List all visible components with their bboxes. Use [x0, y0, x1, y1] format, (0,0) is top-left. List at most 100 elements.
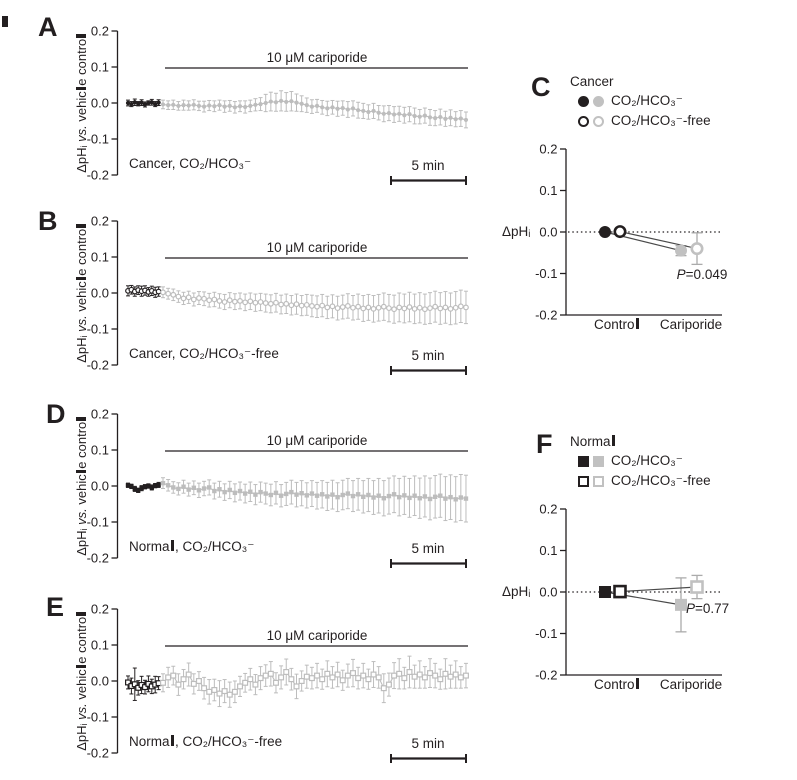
- data-marker: [170, 672, 177, 679]
- data-marker: [165, 674, 172, 681]
- data-marker: [690, 580, 704, 594]
- data-marker: [452, 671, 459, 678]
- data-marker: [463, 496, 469, 501]
- data-marker: [262, 672, 269, 679]
- data-marker: [221, 299, 228, 305]
- y-tick-label: 0.2: [91, 24, 109, 39]
- data-marker: [190, 680, 197, 687]
- data-marker: [391, 672, 398, 679]
- panel-label-b: B: [38, 206, 58, 236]
- data-marker: [242, 679, 249, 686]
- data-marker: [207, 485, 212, 490]
- data-marker: [432, 303, 439, 310]
- data-marker: [221, 688, 228, 695]
- data-marker: [344, 303, 351, 309]
- y-tick-label: -0.1: [87, 322, 109, 337]
- data-marker: [402, 113, 407, 118]
- data-marker: [407, 112, 412, 117]
- data-marker: [340, 105, 345, 111]
- data-marker: [411, 673, 418, 680]
- y-tick-label: 0.0: [539, 225, 557, 240]
- panel-e: ΔpHᵢ vs. vehice contro 10 μM cariporide …: [30, 588, 496, 780]
- y-tick-label: 0.1: [539, 183, 557, 198]
- legend-row-co2: CO₂/HCO₃⁻: [578, 93, 683, 109]
- data-marker: [267, 300, 274, 307]
- data-marker: [345, 107, 350, 112]
- data-marker: [349, 670, 356, 677]
- data-marker: [406, 304, 413, 310]
- data-marker: [433, 116, 438, 121]
- y-tick-label: 0.0: [91, 96, 109, 111]
- data-marker: [308, 675, 315, 682]
- data-marker: [401, 675, 408, 682]
- y-tick-label: 0.2: [91, 407, 109, 422]
- data-marker: [458, 495, 464, 500]
- data-marker: [186, 487, 191, 492]
- y-tick-label: 0.0: [91, 674, 109, 689]
- data-marker: [294, 492, 299, 497]
- data-marker: [227, 103, 232, 108]
- data-marker: [170, 291, 177, 298]
- data-marker: [324, 304, 331, 311]
- data-marker: [330, 105, 335, 110]
- data-marker: [258, 489, 263, 495]
- y-tick-label: -0.2: [87, 358, 109, 373]
- connect-line: [619, 230, 698, 250]
- data-marker: [366, 109, 371, 115]
- scalebar-label: 5 min: [411, 158, 445, 173]
- data-marker: [284, 99, 289, 105]
- data-marker: [448, 115, 453, 120]
- data-marker: [262, 300, 269, 306]
- data-marker: [309, 491, 315, 496]
- panel-d: ΔpHᵢ vs. vehice contro 10 μM cariporide …: [30, 393, 496, 585]
- data-marker: [334, 671, 341, 678]
- data-marker: [242, 491, 248, 496]
- data-marker: [180, 676, 187, 683]
- data-marker: [268, 492, 274, 498]
- y-tick-label: -0.2: [87, 551, 109, 566]
- panel-label-d: D: [46, 399, 66, 429]
- data-marker: [360, 305, 367, 312]
- data-marker: [165, 483, 171, 488]
- data-marker: [278, 674, 285, 681]
- data-marker: [361, 494, 366, 499]
- y-tick-label: -0.1: [535, 266, 557, 281]
- data-marker: [319, 676, 326, 683]
- data-marker: [416, 671, 423, 678]
- data-marker: [463, 304, 469, 311]
- data-marker: [314, 672, 321, 679]
- data-marker: [257, 299, 264, 305]
- data-marker: [237, 104, 243, 109]
- data-marker: [437, 305, 444, 312]
- data-marker: [217, 103, 222, 108]
- data-marker: [370, 671, 377, 678]
- data-marker: [242, 299, 249, 306]
- condition-label: Cancer, CO₂/HCO₃⁻-free: [129, 346, 279, 361]
- data-marker: [350, 106, 356, 111]
- y-tick-label: 0.1: [91, 60, 109, 75]
- data-marker: [397, 111, 402, 116]
- y-tick-label: -0.2: [535, 668, 557, 683]
- data-marker: [417, 496, 422, 501]
- data-marker: [153, 483, 158, 488]
- data-marker: [442, 670, 449, 677]
- data-marker: [314, 303, 320, 310]
- data-marker: [131, 681, 138, 688]
- data-marker: [196, 295, 202, 301]
- panel-a-plot: 0.2 0.1 0.0 -0.1 -0.2: [87, 24, 469, 185]
- data-marker: [171, 485, 176, 490]
- condition-label: Norma, CO₂/HCO₃⁻: [129, 539, 255, 554]
- data-marker: [146, 100, 151, 106]
- legend-marker-open-gray-circle: [593, 115, 604, 127]
- data-marker: [268, 99, 273, 104]
- data-marker: [329, 303, 336, 310]
- data-marker: [391, 112, 397, 117]
- data-marker: [139, 100, 144, 105]
- data-marker: [432, 494, 438, 499]
- data-marker: [344, 672, 351, 679]
- legend-label: CO₂/HCO₃⁻: [611, 93, 683, 108]
- data-marker: [417, 114, 422, 119]
- panel-b: ΔpHᵢ vs. vehice contro 10 μM cariporide …: [30, 200, 496, 392]
- data-marker: [232, 490, 238, 496]
- data-marker: [421, 306, 428, 313]
